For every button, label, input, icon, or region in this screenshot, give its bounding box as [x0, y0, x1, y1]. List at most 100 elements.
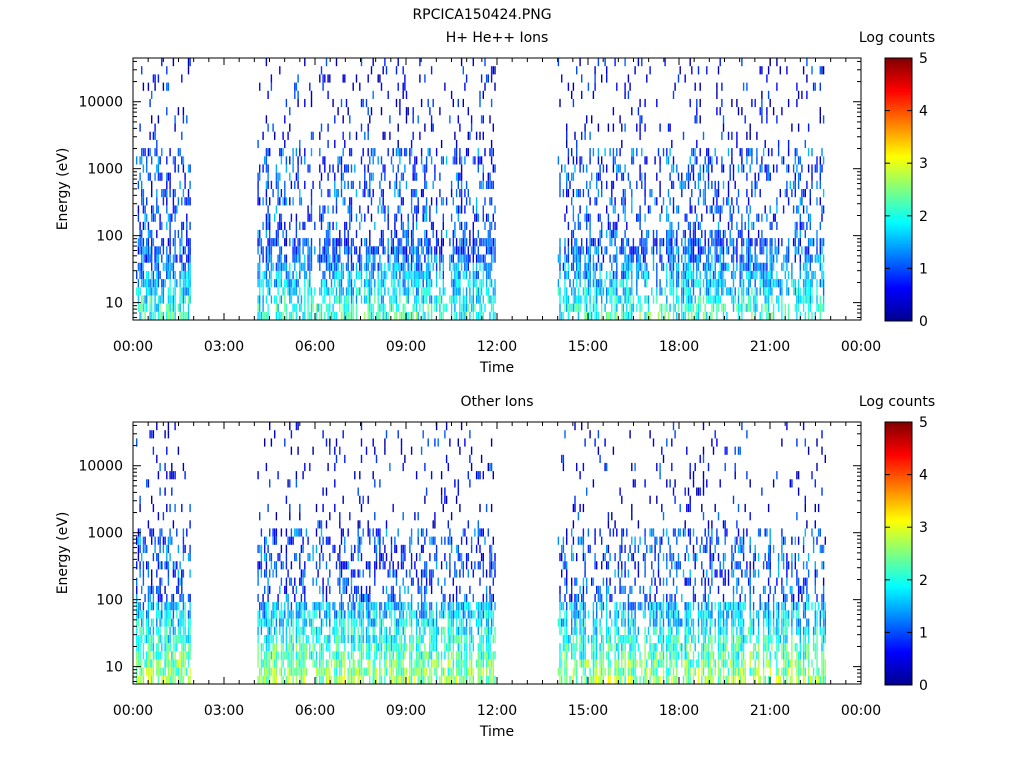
- spectrogram-cell: [794, 172, 796, 181]
- spectrogram-cell: [462, 303, 464, 312]
- spectrogram-cell: [624, 82, 626, 91]
- spectrogram-cell: [166, 254, 168, 263]
- spectrogram-cell: [337, 189, 339, 198]
- spectrogram-cell: [646, 229, 648, 239]
- spectrogram-cell: [365, 246, 368, 255]
- spectrogram-cell: [329, 626, 331, 635]
- spectrogram-cell: [370, 66, 373, 75]
- spectrogram-cell: [414, 270, 416, 280]
- spectrogram-cell: [360, 602, 363, 611]
- spectrogram-cell: [591, 172, 593, 181]
- spectrogram-cell: [672, 246, 675, 255]
- spectrogram-cell: [454, 303, 456, 312]
- spectrogram-cell: [712, 303, 715, 312]
- spectrogram-cell: [415, 262, 418, 271]
- spectrogram-cell: [614, 270, 616, 280]
- spectrogram-cell: [779, 279, 781, 288]
- spectrogram-cell: [335, 197, 338, 206]
- spectrogram-cell: [804, 139, 806, 149]
- spectrogram-cell: [616, 254, 618, 263]
- spectrogram-cell: [269, 553, 271, 562]
- spectrogram-cell: [676, 262, 678, 271]
- spectrogram-cell: [329, 585, 331, 594]
- spectrogram-cell: [324, 246, 326, 255]
- spectrogram-cell: [786, 287, 788, 296]
- spectrogram-cell: [297, 98, 299, 108]
- spectrogram-cell: [300, 643, 303, 652]
- spectrogram-cell: [364, 667, 366, 676]
- spectrogram-cell: [734, 180, 736, 189]
- spectrogram-cell: [264, 585, 266, 594]
- spectrogram-cell: [579, 295, 581, 304]
- spectrogram-cell: [161, 651, 163, 660]
- spectrogram-cell: [312, 643, 314, 652]
- spectrogram-cell: [176, 602, 178, 611]
- spectrogram-cell: [757, 213, 760, 222]
- spectrogram-cell: [354, 659, 356, 668]
- spectrogram-cell: [681, 180, 683, 189]
- spectrogram-cell: [347, 295, 349, 304]
- spectrogram-cell: [681, 254, 683, 263]
- spectrogram-cell: [661, 238, 663, 247]
- spectrogram-cell: [591, 115, 593, 124]
- spectrogram-cell: [656, 295, 658, 304]
- spectrogram-cell: [367, 164, 369, 173]
- spectrogram-cell: [749, 254, 751, 263]
- spectrogram-cell: [731, 270, 733, 280]
- spectrogram-cell: [290, 602, 293, 611]
- spectrogram-cell: [621, 238, 623, 247]
- spectrogram-cell: [337, 107, 339, 116]
- spectrogram-cell: [402, 221, 404, 230]
- spectrogram-cell: [182, 295, 185, 304]
- spectrogram-cell: [137, 303, 140, 312]
- spectrogram-cell: [594, 287, 596, 296]
- spectrogram-cell: [289, 287, 291, 296]
- spectrogram-cell: [599, 164, 601, 173]
- spectrogram-cell: [637, 58, 640, 67]
- spectrogram-cell: [295, 553, 298, 562]
- spectrogram-cell: [474, 213, 476, 222]
- spectrogram-cell: [157, 295, 160, 304]
- spectrogram-cell: [761, 229, 763, 239]
- spectrogram-cell: [332, 303, 334, 312]
- spectrogram-cell: [656, 197, 658, 206]
- spectrogram-cell: [566, 189, 568, 198]
- spectrogram-cell: [257, 471, 259, 480]
- spectrogram-cell: [144, 221, 146, 230]
- spectrogram-cell: [332, 311, 334, 320]
- spectrogram-cell: [149, 643, 151, 652]
- spectrogram-cell: [442, 279, 444, 288]
- spectrogram-cell: [636, 148, 638, 157]
- spectrogram-cell: [569, 279, 571, 288]
- spectrogram-cell: [586, 303, 588, 312]
- spectrogram-cell: [320, 66, 323, 75]
- spectrogram-cell: [629, 180, 631, 189]
- spectrogram-cell: [410, 148, 413, 157]
- spectrogram-cell: [676, 229, 678, 239]
- spectrogram-cell: [400, 221, 403, 230]
- spectrogram-cell: [672, 295, 675, 304]
- spectrogram-cell: [354, 471, 356, 480]
- spectrogram-cell: [179, 270, 181, 280]
- spectrogram-cell: [282, 610, 284, 619]
- spectrogram-cell: [152, 585, 155, 594]
- spectrogram-cell: [304, 156, 306, 165]
- spectrogram-cell: [309, 279, 311, 288]
- spectrogram-cell: [741, 254, 743, 263]
- spectrogram-cell: [166, 303, 168, 312]
- spectrogram-cell: [342, 172, 344, 181]
- spectrogram-cell: [137, 610, 140, 619]
- spectrogram-cell: [467, 246, 469, 255]
- spectrogram-cell: [661, 287, 663, 296]
- spectrogram-cell: [315, 544, 318, 553]
- spectrogram-cell: [475, 279, 478, 288]
- spectrogram-cell: [290, 577, 293, 586]
- spectrogram-cell: [414, 262, 416, 271]
- spectrogram-cell: [169, 618, 171, 627]
- spectrogram-cell: [799, 156, 801, 165]
- spectrogram-cell: [430, 279, 433, 288]
- spectrogram-cell: [802, 221, 805, 230]
- spectrogram-cell: [592, 279, 595, 288]
- y-tick-label: 1000: [87, 162, 123, 178]
- spectrogram-cell: [487, 213, 489, 222]
